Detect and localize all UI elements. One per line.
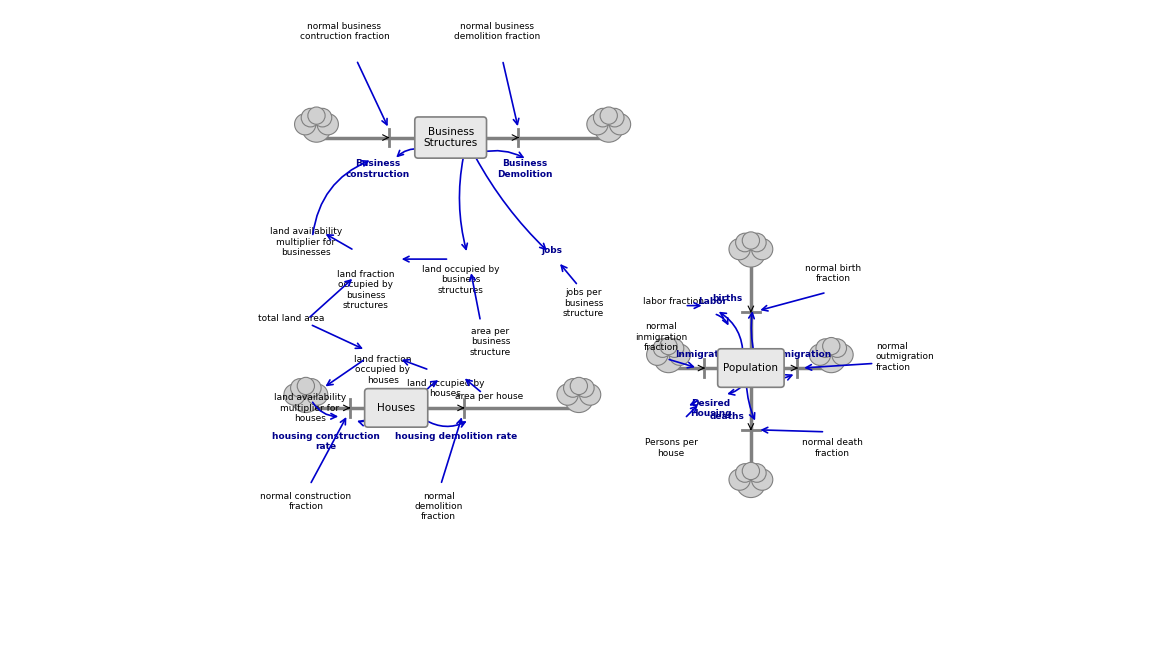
Circle shape <box>665 339 684 358</box>
Circle shape <box>736 468 766 498</box>
Text: normal
outmigration
fraction: normal outmigration fraction <box>875 342 935 372</box>
Text: births: births <box>712 294 742 303</box>
Circle shape <box>571 378 587 395</box>
Circle shape <box>752 469 773 490</box>
Text: housing demolition rate: housing demolition rate <box>394 432 517 441</box>
Circle shape <box>654 344 683 373</box>
Circle shape <box>609 113 630 135</box>
Text: normal
demolition
fraction: normal demolition fraction <box>414 492 463 522</box>
FancyBboxPatch shape <box>364 389 428 427</box>
Text: land occupied by
business
structures: land occupied by business structures <box>421 265 499 295</box>
Text: labor fraction: labor fraction <box>643 297 704 305</box>
Text: land occupied by
houses: land occupied by houses <box>406 379 484 398</box>
Text: deaths: deaths <box>710 412 745 421</box>
Circle shape <box>606 108 624 127</box>
Circle shape <box>580 384 601 406</box>
Circle shape <box>313 108 331 127</box>
Text: Outmigration: Outmigration <box>763 350 832 359</box>
Circle shape <box>302 113 331 142</box>
Text: Business
Demolition: Business Demolition <box>497 159 553 179</box>
Text: Business
Structures: Business Structures <box>424 127 477 148</box>
Circle shape <box>301 108 320 127</box>
Circle shape <box>557 384 578 406</box>
Circle shape <box>600 107 617 124</box>
Text: land fraction
occupied by
business
structures: land fraction occupied by business struc… <box>337 269 394 310</box>
Circle shape <box>659 338 677 355</box>
Text: Labor: Labor <box>698 297 727 305</box>
Circle shape <box>735 233 754 252</box>
Circle shape <box>736 238 766 267</box>
Circle shape <box>317 113 338 135</box>
Circle shape <box>748 233 767 252</box>
Text: Inmigration: Inmigration <box>675 350 734 359</box>
Circle shape <box>752 239 773 259</box>
Circle shape <box>742 462 760 480</box>
Circle shape <box>817 344 846 373</box>
Text: land availability
multiplier for
businesses: land availability multiplier for busines… <box>270 227 342 257</box>
Text: Persons per
house: Persons per house <box>644 438 698 458</box>
Circle shape <box>302 379 321 398</box>
Circle shape <box>587 113 608 135</box>
Text: area per house: area per house <box>455 392 523 401</box>
Text: normal construction
fraction: normal construction fraction <box>260 492 351 511</box>
Text: Business
construction: Business construction <box>345 159 410 179</box>
Text: land fraction
occupied by
houses: land fraction occupied by houses <box>354 355 412 385</box>
FancyBboxPatch shape <box>414 117 487 158</box>
Circle shape <box>669 344 691 366</box>
Circle shape <box>308 107 326 124</box>
Circle shape <box>294 113 316 135</box>
Circle shape <box>827 339 846 358</box>
FancyBboxPatch shape <box>718 349 784 388</box>
Circle shape <box>647 344 668 366</box>
Text: total land area: total land area <box>258 313 324 323</box>
Text: Desired
Housing: Desired Housing <box>690 399 732 418</box>
Circle shape <box>735 464 754 482</box>
Text: Houses: Houses <box>377 403 415 413</box>
Text: housing construction
rate: housing construction rate <box>272 432 379 451</box>
Text: area per
business
structure: area per business structure <box>470 327 511 357</box>
Circle shape <box>575 379 594 398</box>
Text: normal business
demolition fraction: normal business demolition fraction <box>454 22 540 41</box>
Circle shape <box>810 344 831 366</box>
Circle shape <box>564 384 594 413</box>
Circle shape <box>729 469 750 490</box>
Circle shape <box>823 338 840 355</box>
Circle shape <box>291 379 309 398</box>
Circle shape <box>594 108 612 127</box>
Circle shape <box>742 232 760 249</box>
Circle shape <box>748 464 767 482</box>
Circle shape <box>729 239 750 259</box>
Text: normal business
contruction fraction: normal business contruction fraction <box>300 22 390 41</box>
Circle shape <box>564 379 582 398</box>
Text: land availability
multiplier for
houses: land availability multiplier for houses <box>274 394 345 423</box>
Text: jobs: jobs <box>541 246 562 255</box>
Text: normal death
fraction: normal death fraction <box>802 438 864 458</box>
Circle shape <box>594 113 623 142</box>
Text: normal
inmigration
fraction: normal inmigration fraction <box>635 322 687 352</box>
Text: normal birth
fraction: normal birth fraction <box>805 263 861 283</box>
Circle shape <box>654 339 672 358</box>
Circle shape <box>284 384 306 406</box>
Text: Population: Population <box>724 363 778 373</box>
Circle shape <box>307 384 328 406</box>
Circle shape <box>298 378 314 395</box>
Circle shape <box>832 344 853 366</box>
Circle shape <box>816 339 834 358</box>
Circle shape <box>292 384 321 413</box>
Text: jobs per
business
structure: jobs per business structure <box>562 288 605 318</box>
